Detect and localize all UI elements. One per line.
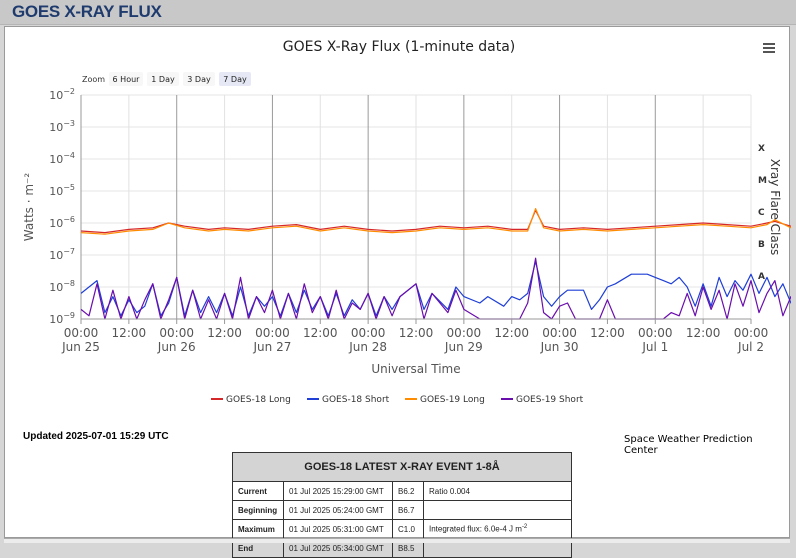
x-tick-date: Jun 30	[540, 340, 579, 354]
x-tick-date: Jun 26	[157, 340, 196, 354]
bottom-strip	[4, 538, 790, 543]
zoom-button-bg[interactable]	[109, 72, 143, 86]
row-time: 01 Jul 2025 05:24:00 GMT	[283, 500, 393, 520]
y-tick-label: 10−6	[49, 215, 75, 230]
series-line-2	[80, 260, 791, 317]
row-note	[423, 500, 572, 520]
x-tick-time: 12:00	[686, 326, 721, 340]
x-tick-time: 00:00	[734, 326, 769, 340]
page-title: GOES X-RAY FLUX	[12, 2, 162, 21]
zoom-button[interactable]: 6 Hour	[113, 75, 141, 84]
flare-class-label: C	[758, 208, 765, 218]
y-axis-title: Watts · m⁻²	[22, 173, 36, 242]
flare-class-axis-title: Xray Flare Class	[768, 159, 782, 255]
xray-flux-chart: GOES X-Ray Flux (1-minute data) Zoom 6 H…	[22, 39, 791, 405]
y-tick-label: 10−2	[49, 87, 75, 102]
row-class: B6.2	[392, 481, 424, 501]
zoom-button[interactable]: 1 Day	[151, 75, 175, 84]
table-row: Current 01 Jul 2025 15:29:00 GMT B6.2 Ra…	[232, 481, 572, 501]
zoom-button-bg[interactable]	[183, 72, 215, 86]
row-class: B6.7	[392, 500, 424, 520]
x-axis-title: Universal Time	[371, 362, 460, 376]
event-table-title: GOES-18 LATEST X-RAY EVENT 1-8Å	[232, 452, 572, 482]
legend-item[interactable]: GOES-18 Long	[226, 395, 291, 405]
x-tick-time: 00:00	[638, 326, 673, 340]
flare-class-label: M	[758, 176, 767, 186]
zoom-controls: Zoom 6 Hour 1 Day 3 Day 7 Day	[82, 72, 251, 86]
x-tick-date: Jun 25	[61, 340, 100, 354]
flare-class-label: X	[758, 144, 765, 154]
x-tick-time: 12:00	[207, 326, 242, 340]
x-tick-time: 12:00	[399, 326, 434, 340]
series-line-4	[80, 257, 791, 320]
chart-panel: GOES X-Ray Flux (1-minute data) Zoom 6 H…	[4, 26, 791, 558]
x-tick-time: 12:00	[303, 326, 338, 340]
x-tick-time: 12:00	[590, 326, 625, 340]
zoom-button-bg[interactable]	[147, 72, 179, 86]
flare-class-label: B	[758, 240, 765, 250]
series-line-3	[80, 208, 791, 235]
x-tick-time: 00:00	[255, 326, 290, 340]
x-tick-date: Jun 27	[253, 340, 292, 354]
row-note: Ratio 0.004	[423, 481, 572, 501]
x-tick-time: 12:00	[494, 326, 529, 340]
row-time: 01 Jul 2025 05:31:00 GMT	[283, 519, 393, 539]
y-tick-label: 10−8	[49, 279, 75, 294]
y-tick-label: 10−3	[49, 119, 75, 134]
legend-item[interactable]: GOES-19 Long	[420, 395, 485, 405]
x-tick-date: Jul 1	[641, 340, 668, 354]
row-label: Current	[232, 481, 284, 501]
zoom-button-bg[interactable]	[219, 72, 251, 86]
integrated-flux-text: Integrated flux: 6.0e-4 J m	[429, 524, 522, 534]
y-tick-label: 10−4	[49, 151, 75, 166]
x-tick-time: 00:00	[542, 326, 577, 340]
zoom-button[interactable]: 3 Day	[187, 75, 211, 84]
x-tick-time: 00:00	[159, 326, 194, 340]
table-row: Maximum 01 Jul 2025 05:31:00 GMT C1.0 In…	[232, 519, 572, 539]
swpc-credit: Space Weather Prediction Center	[624, 434, 753, 456]
zoom-button[interactable]: 7 Day	[223, 75, 247, 84]
y-tick-label: 10−5	[49, 183, 75, 198]
y-tick-label: 10−9	[49, 311, 75, 326]
series-line-1	[80, 209, 791, 234]
chart-title: GOES X-Ray Flux (1-minute data)	[283, 39, 516, 55]
x-tick-date: Jul 2	[737, 340, 764, 354]
x-tick-time: 00:00	[351, 326, 386, 340]
row-label: Beginning	[232, 500, 284, 520]
legend-item[interactable]: GOES-19 Short	[516, 395, 584, 405]
row-time: 01 Jul 2025 15:29:00 GMT	[283, 481, 393, 501]
updated-timestamp: Updated 2025-07-01 15:29 UTC	[23, 431, 169, 442]
y-tick-label: 10−7	[49, 247, 75, 262]
legend-item[interactable]: GOES-18 Short	[322, 395, 390, 405]
row-note: Integrated flux: 6.0e-4 J m-2	[423, 519, 572, 539]
zoom-label: Zoom	[82, 75, 105, 84]
table-row: Beginning 01 Jul 2025 05:24:00 GMT B6.7	[232, 500, 572, 520]
x-tick-time: 00:00	[447, 326, 482, 340]
integrated-flux-exponent: -2	[521, 524, 528, 531]
flare-class-label: A	[758, 272, 765, 282]
row-label: Maximum	[232, 519, 284, 539]
page-header: GOES X-RAY FLUX	[0, 0, 796, 25]
hamburger-icon[interactable]	[763, 43, 775, 53]
x-tick-date: Jun 28	[348, 340, 387, 354]
x-tick-time: 12:00	[112, 326, 147, 340]
x-tick-date: Jun 29	[444, 340, 483, 354]
row-class: C1.0	[392, 519, 424, 539]
x-tick-time: 00:00	[64, 326, 99, 340]
